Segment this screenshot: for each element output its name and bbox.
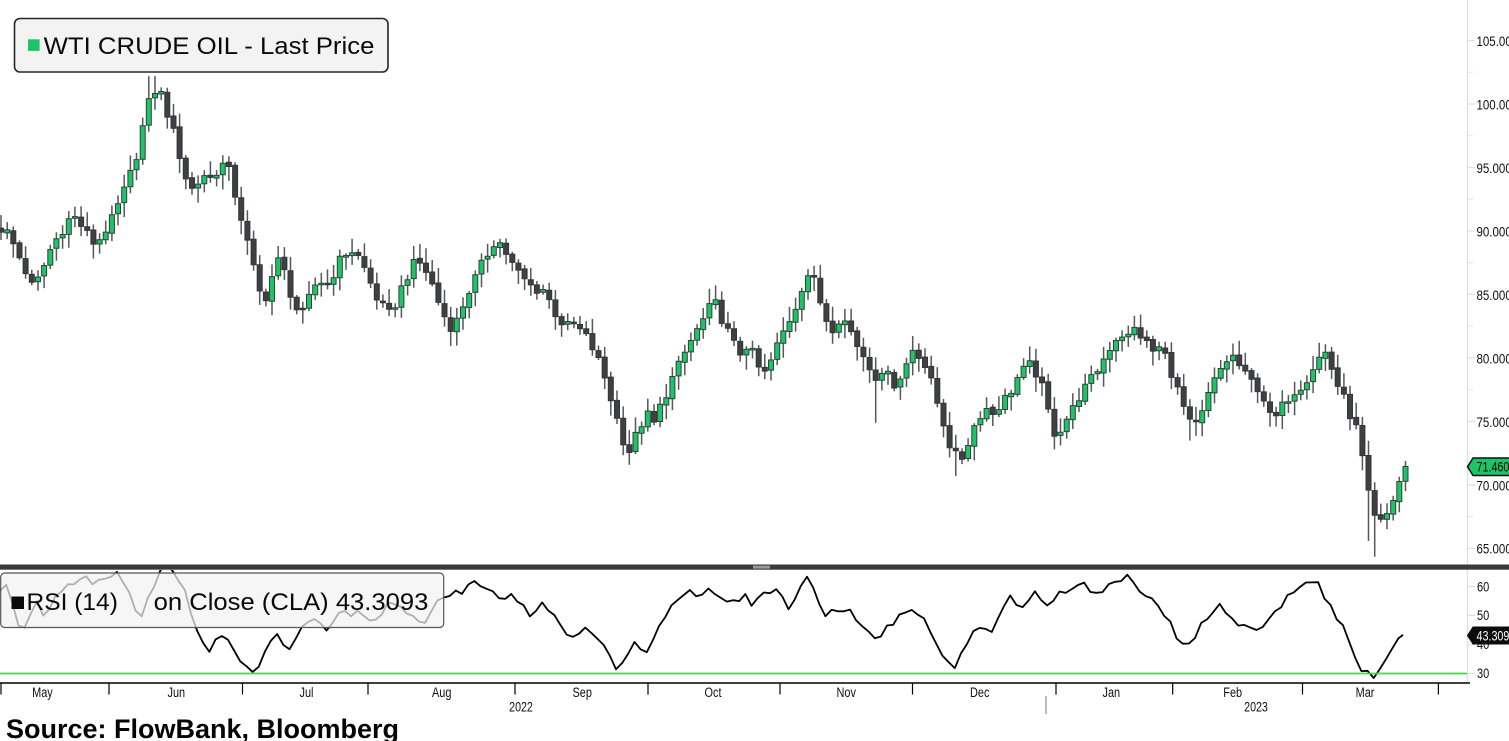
svg-text:Sep: Sep [572, 685, 591, 701]
svg-text:2022: 2022 [509, 699, 533, 715]
svg-text:100.00: 100.00 [1477, 96, 1509, 112]
svg-text:May: May [32, 685, 53, 701]
svg-text:Jul: Jul [300, 685, 314, 701]
svg-text:Jan: Jan [1103, 685, 1121, 701]
svg-text:85.000: 85.000 [1477, 287, 1509, 303]
svg-text:30: 30 [1477, 666, 1489, 681]
svg-text:on Close (CLA) 43.3093: on Close (CLA) 43.3093 [154, 590, 429, 616]
svg-text:70.000: 70.000 [1477, 477, 1509, 493]
svg-text:Jun: Jun [168, 685, 186, 701]
svg-text:105.00: 105.00 [1477, 33, 1509, 49]
svg-text:Mar: Mar [1356, 685, 1375, 701]
svg-text:90.000: 90.000 [1477, 223, 1509, 239]
svg-text:Dec: Dec [970, 685, 989, 701]
svg-text:Oct: Oct [705, 685, 722, 701]
svg-text:Aug: Aug [432, 685, 451, 701]
svg-text:RSI (14): RSI (14) [27, 589, 118, 616]
svg-text:2023: 2023 [1244, 699, 1268, 715]
svg-text:Nov: Nov [836, 685, 856, 701]
svg-text:95.000: 95.000 [1477, 160, 1509, 176]
svg-text:60: 60 [1477, 579, 1489, 594]
svg-text:Source: FlowBank, Bloomberg: Source: FlowBank, Bloomberg [6, 714, 399, 741]
svg-text:80.000: 80.000 [1477, 350, 1509, 366]
svg-text:65.000: 65.000 [1477, 541, 1509, 557]
svg-text:50: 50 [1477, 608, 1489, 623]
svg-text:Feb: Feb [1223, 685, 1242, 701]
svg-text:71.460: 71.460 [1477, 459, 1509, 475]
svg-text:75.000: 75.000 [1477, 414, 1509, 430]
svg-text:WTI CRUDE OIL - Last Price: WTI CRUDE OIL - Last Price [44, 33, 375, 60]
svg-text:43.3093: 43.3093 [1477, 628, 1509, 644]
